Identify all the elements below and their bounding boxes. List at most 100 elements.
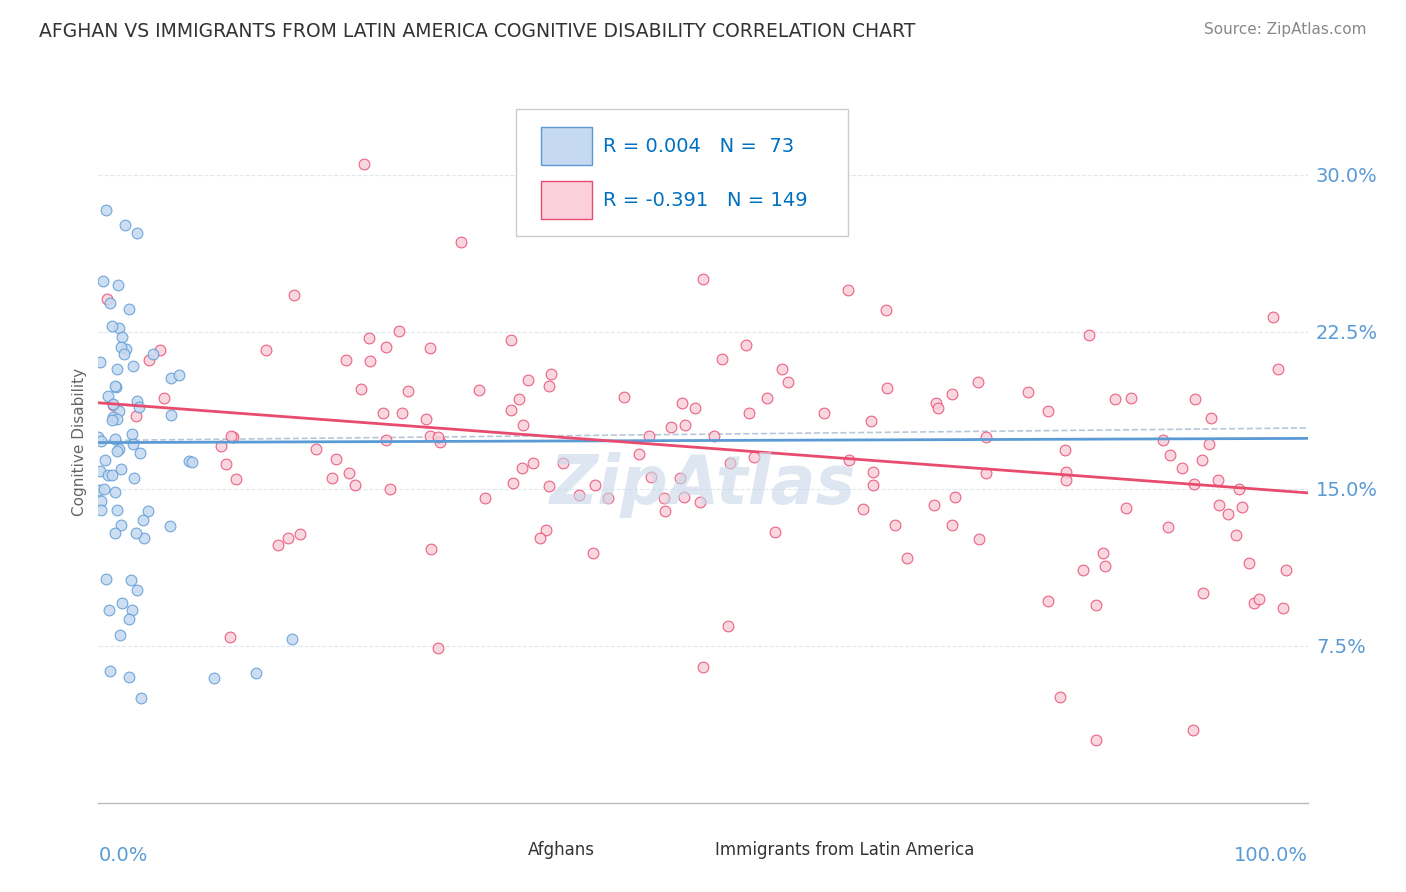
Point [91,274,114,288]
Point [105,411,128,425]
Text: R = 0.004   N =  73: R = 0.004 N = 73 [603,136,794,155]
Point [512,417,534,432]
Point [862,465,884,479]
Point [1073,563,1095,577]
Point [1267,362,1289,376]
Text: 100.0%: 100.0% [1233,847,1308,865]
Point [136,504,159,518]
Point [121,603,143,617]
Point [89,355,111,369]
Point [125,393,148,408]
Point [104,380,127,394]
Point [429,435,451,450]
Point [967,532,990,546]
Point [105,444,128,458]
Point [305,442,328,456]
Point [415,412,437,426]
Point [149,343,172,357]
Point [508,392,530,407]
Point [94,453,117,467]
Point [943,490,966,504]
Point [1104,392,1126,407]
Point [89,464,111,478]
Point [1184,392,1206,406]
Point [669,471,692,485]
Point [111,597,134,611]
Point [613,390,636,404]
Point [596,491,619,505]
Text: R = -0.391   N = 149: R = -0.391 N = 149 [603,191,807,210]
Point [374,433,396,447]
Point [118,611,141,625]
Point [692,272,714,286]
Point [1225,528,1247,542]
Point [692,659,714,673]
Point [281,632,304,647]
Point [181,455,204,469]
Point [98,664,121,678]
Point [1208,498,1230,512]
Point [93,483,115,497]
Point [1092,546,1115,560]
Point [717,619,740,633]
Point [1017,384,1039,399]
Point [96,292,118,306]
Point [1249,592,1271,607]
Point [118,301,141,316]
Point [138,352,160,367]
Point [1191,453,1213,467]
FancyBboxPatch shape [541,181,592,219]
Point [925,395,948,409]
Point [103,485,125,500]
Point [1198,436,1220,450]
Point [169,368,191,382]
Point [875,303,897,318]
Point [1272,601,1295,615]
Point [652,491,675,505]
Point [420,542,443,557]
Point [90,494,112,508]
Point [537,379,560,393]
Point [502,475,524,490]
Point [97,603,120,617]
Point [111,330,134,344]
Point [122,436,145,450]
Point [222,430,245,444]
Point [283,287,305,301]
Point [101,409,124,424]
Point [121,426,143,441]
Point [734,337,756,351]
Point [876,381,898,395]
Point [120,574,142,588]
Point [1054,473,1077,487]
Point [121,359,143,373]
Point [101,397,124,411]
Point [350,382,373,396]
Point [373,406,395,420]
Point [1159,448,1181,462]
Point [90,502,112,516]
Point [862,478,884,492]
Point [419,429,441,443]
Point [1237,557,1260,571]
Point [101,413,124,427]
Point [357,331,380,345]
Point [380,482,402,496]
Point [1218,508,1240,522]
Point [860,415,883,429]
Bar [492,838,522,861]
Point [640,470,662,484]
Point [1181,723,1204,737]
Point [534,523,557,537]
Point [1157,520,1180,534]
Point [673,491,696,505]
Point [1230,500,1253,514]
Text: 0.0%: 0.0% [98,847,148,865]
Point [90,434,112,448]
Point [114,218,136,232]
Point [110,462,132,476]
Point [202,671,225,685]
Point [177,454,200,468]
Point [396,384,419,399]
Point [974,466,997,480]
